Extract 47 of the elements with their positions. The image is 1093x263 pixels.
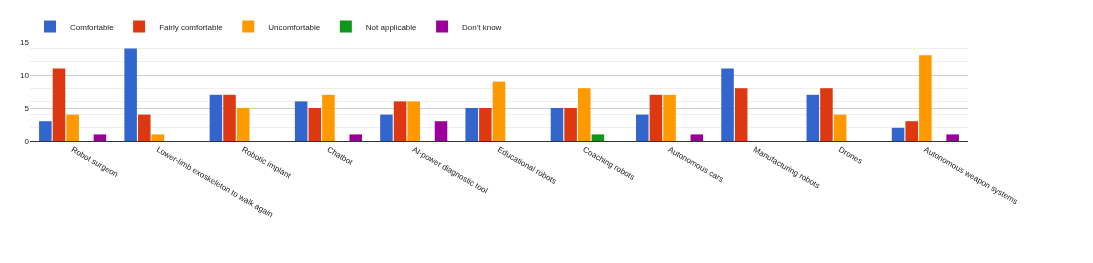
bar bbox=[223, 94, 236, 141]
bar bbox=[905, 121, 918, 141]
bar bbox=[591, 134, 605, 141]
bar bbox=[891, 127, 905, 141]
bar bbox=[93, 134, 107, 141]
bar bbox=[946, 134, 959, 141]
bar bbox=[492, 81, 506, 141]
bar bbox=[52, 68, 66, 141]
bar bbox=[479, 108, 492, 141]
bar bbox=[465, 108, 478, 141]
bar bbox=[137, 114, 151, 141]
y-tick-label: 15 bbox=[20, 37, 30, 47]
bar bbox=[308, 108, 322, 141]
legend-label: Fairly comfortable bbox=[159, 22, 224, 32]
bar bbox=[734, 88, 748, 141]
bar bbox=[236, 108, 250, 141]
legend-label: Not applicable bbox=[365, 22, 418, 32]
bar bbox=[690, 134, 704, 141]
y-tick-label: 10 bbox=[20, 70, 30, 80]
bar bbox=[806, 94, 820, 141]
bar bbox=[393, 101, 407, 141]
legend-label: Uncomfortable bbox=[268, 22, 321, 32]
bar bbox=[407, 101, 420, 141]
y-tick-label: 5 bbox=[24, 103, 30, 113]
bar bbox=[550, 108, 564, 141]
bar bbox=[349, 134, 363, 141]
bar bbox=[124, 48, 137, 141]
bar bbox=[919, 55, 932, 141]
bar bbox=[833, 114, 847, 141]
y-tick-label: 0 bbox=[24, 136, 30, 146]
bar bbox=[635, 114, 649, 141]
legend-label: Don't know bbox=[462, 22, 502, 32]
bar bbox=[380, 114, 393, 141]
bar bbox=[578, 88, 591, 141]
bar bbox=[39, 121, 52, 141]
bar bbox=[209, 94, 223, 141]
bar bbox=[151, 134, 165, 141]
bar bbox=[294, 101, 308, 141]
bar bbox=[564, 108, 577, 141]
legend-label: Comfortable bbox=[70, 22, 115, 32]
bar bbox=[66, 114, 79, 141]
bar bbox=[721, 68, 734, 141]
bar bbox=[820, 88, 833, 141]
bar bbox=[649, 94, 663, 141]
bar bbox=[322, 94, 335, 141]
bar bbox=[663, 94, 676, 141]
bar bbox=[434, 121, 448, 141]
